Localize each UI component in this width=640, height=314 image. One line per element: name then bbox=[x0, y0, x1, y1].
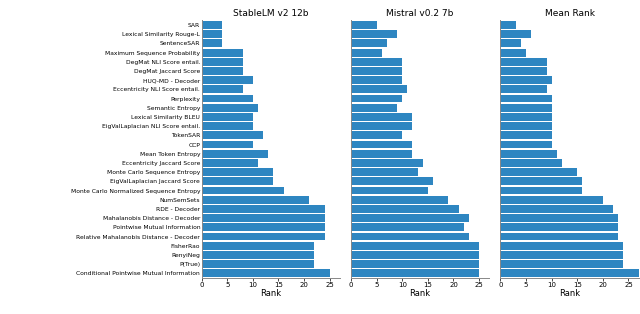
Title: StableLM v2 12b: StableLM v2 12b bbox=[233, 9, 308, 18]
Bar bbox=[500, 113, 552, 121]
Bar bbox=[500, 168, 577, 176]
Bar bbox=[351, 21, 376, 29]
Bar bbox=[202, 159, 258, 167]
Bar bbox=[500, 205, 613, 213]
Bar bbox=[202, 168, 273, 176]
Bar bbox=[351, 150, 412, 158]
Bar bbox=[500, 76, 552, 84]
Bar bbox=[500, 49, 526, 57]
Bar bbox=[351, 40, 387, 47]
Bar bbox=[351, 85, 407, 93]
Bar bbox=[500, 159, 562, 167]
Bar bbox=[500, 223, 618, 231]
Bar bbox=[351, 122, 412, 130]
Bar bbox=[202, 233, 324, 241]
Bar bbox=[351, 76, 402, 84]
Bar bbox=[202, 187, 284, 194]
Bar bbox=[351, 132, 402, 139]
Bar bbox=[202, 85, 243, 93]
Bar bbox=[202, 21, 222, 29]
Bar bbox=[351, 159, 423, 167]
Bar bbox=[202, 49, 243, 57]
Bar bbox=[500, 260, 623, 268]
Bar bbox=[500, 242, 623, 250]
Bar bbox=[202, 150, 268, 158]
Bar bbox=[500, 214, 618, 222]
Bar bbox=[202, 132, 263, 139]
Bar bbox=[351, 187, 428, 194]
Bar bbox=[500, 104, 552, 112]
Bar bbox=[500, 21, 516, 29]
Bar bbox=[351, 233, 469, 241]
X-axis label: Rank: Rank bbox=[260, 290, 282, 298]
Bar bbox=[500, 141, 552, 149]
Bar bbox=[500, 67, 547, 75]
Bar bbox=[351, 49, 381, 57]
Bar bbox=[202, 76, 253, 84]
Bar bbox=[351, 58, 402, 66]
X-axis label: Rank: Rank bbox=[559, 290, 580, 298]
Bar bbox=[202, 95, 253, 102]
Title: Mean Rank: Mean Rank bbox=[545, 9, 595, 18]
Bar bbox=[500, 85, 547, 93]
Bar bbox=[351, 260, 479, 268]
Bar bbox=[351, 214, 469, 222]
Bar bbox=[202, 214, 324, 222]
Bar bbox=[500, 58, 547, 66]
Bar bbox=[351, 177, 433, 185]
Bar bbox=[351, 113, 412, 121]
Bar bbox=[351, 30, 397, 38]
Bar bbox=[202, 269, 330, 277]
Bar bbox=[500, 187, 582, 194]
Bar bbox=[202, 58, 243, 66]
Bar bbox=[202, 251, 314, 259]
Bar bbox=[202, 141, 253, 149]
Bar bbox=[351, 168, 417, 176]
Bar bbox=[351, 269, 479, 277]
Bar bbox=[202, 113, 253, 121]
Bar bbox=[202, 223, 324, 231]
Bar bbox=[500, 251, 623, 259]
Bar bbox=[202, 30, 222, 38]
Bar bbox=[351, 196, 449, 204]
Title: Mistral v0.2 7b: Mistral v0.2 7b bbox=[387, 9, 454, 18]
Bar bbox=[351, 104, 397, 112]
Bar bbox=[202, 260, 314, 268]
Bar bbox=[500, 40, 521, 47]
Bar bbox=[351, 67, 402, 75]
Bar bbox=[202, 196, 309, 204]
Bar bbox=[500, 269, 639, 277]
Bar bbox=[500, 122, 552, 130]
Bar bbox=[351, 95, 402, 102]
Bar bbox=[202, 40, 222, 47]
Bar bbox=[500, 95, 552, 102]
Bar bbox=[351, 251, 479, 259]
Bar bbox=[500, 177, 582, 185]
Bar bbox=[500, 30, 531, 38]
Bar bbox=[351, 223, 464, 231]
Bar bbox=[351, 242, 479, 250]
Bar bbox=[202, 67, 243, 75]
Bar bbox=[202, 122, 253, 130]
Bar bbox=[202, 104, 258, 112]
Bar bbox=[500, 233, 618, 241]
Bar bbox=[351, 141, 412, 149]
Bar bbox=[202, 242, 314, 250]
Bar bbox=[500, 150, 557, 158]
Bar bbox=[500, 132, 552, 139]
Bar bbox=[202, 177, 273, 185]
Bar bbox=[500, 196, 603, 204]
X-axis label: Rank: Rank bbox=[410, 290, 431, 298]
Bar bbox=[202, 205, 324, 213]
Bar bbox=[351, 205, 459, 213]
